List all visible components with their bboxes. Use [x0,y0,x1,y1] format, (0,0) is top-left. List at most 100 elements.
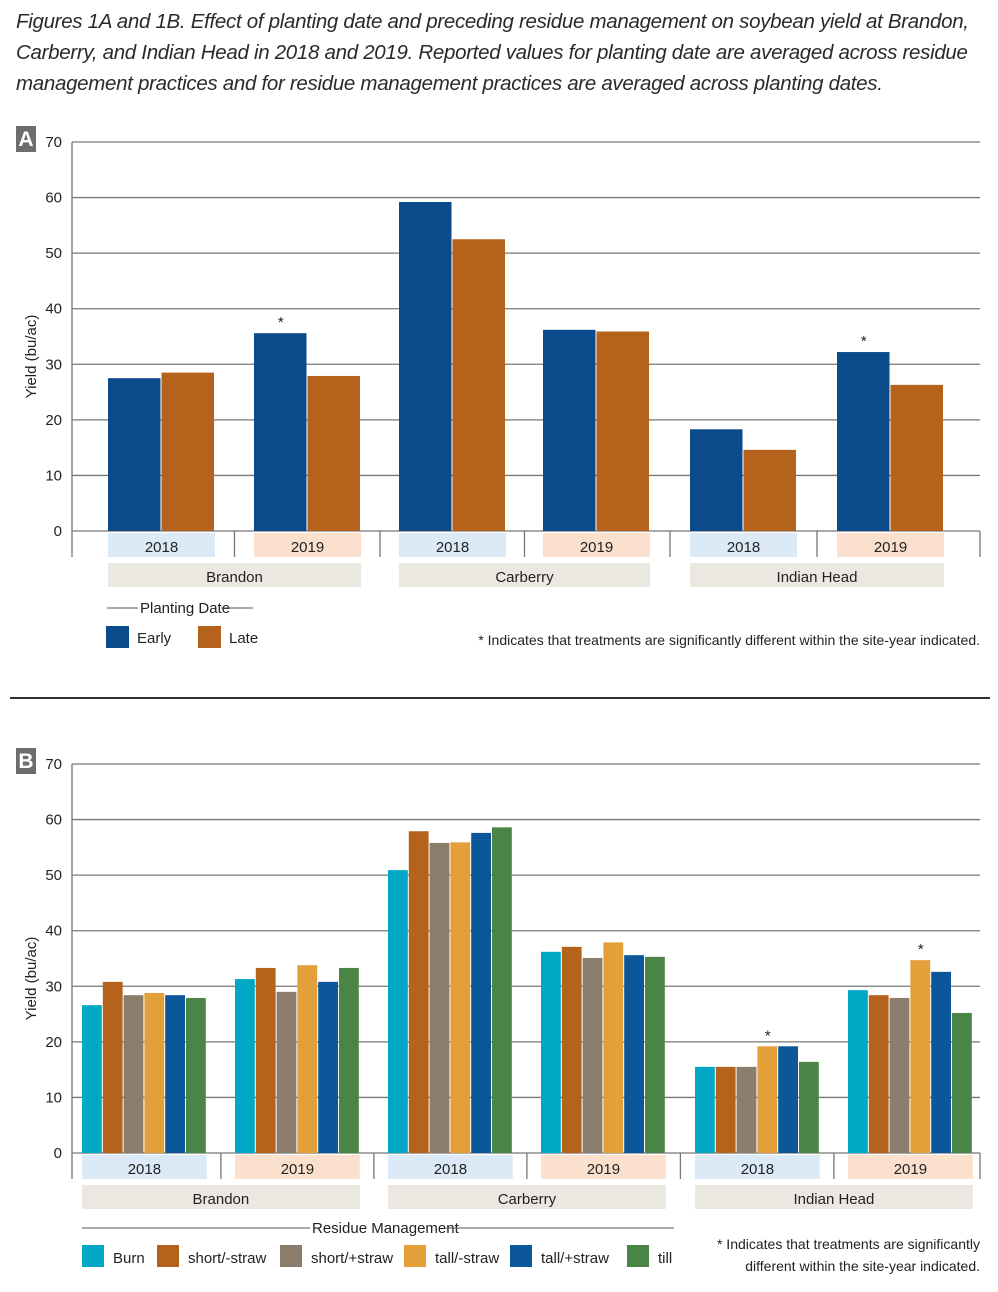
year-label: 2018 [434,1161,467,1178]
site-box [690,563,944,587]
year-box [690,533,797,557]
bar-early [543,329,596,531]
year-box [695,1155,820,1179]
legend-label: till [658,1250,672,1267]
site-label: Indian Head [793,1191,874,1208]
year-label: 2018 [741,1161,774,1178]
significance-note-line: different within the site-year indicated… [745,1258,980,1274]
bar-till [952,1012,972,1153]
year-box [848,1155,973,1179]
y-tick-label: 50 [45,245,62,262]
bar-short-straw [715,1066,736,1153]
bar-tall-straw [778,1046,798,1153]
legend-label: Burn [113,1250,145,1267]
y-tick-label: 60 [45,812,62,829]
bar-tall-straw [603,942,624,1153]
bar-short-straw [429,842,450,1153]
legend-label: Early [137,630,172,647]
site-label: Brandon [193,1191,250,1208]
significance-asterisk: * [918,941,924,958]
year-box [388,1155,513,1179]
panel-label: A [18,128,33,151]
bar-short-straw [868,995,889,1153]
legend-swatch-tall-straw [510,1245,532,1267]
bar-late [596,331,649,531]
y-tick-label: 50 [45,867,62,884]
year-box [543,533,650,557]
significance-asterisk: * [278,314,284,331]
bar-tall-straw [318,981,338,1153]
bar-short-straw [276,991,297,1153]
legend-swatch-tall-straw [404,1245,426,1267]
bar-late [743,449,796,531]
bar-short-straw [736,1066,757,1153]
bar-early [399,202,452,531]
bar-till [186,997,206,1153]
legend-label: tall/+straw [541,1250,609,1267]
site-label: Indian Head [777,569,858,586]
y-tick-label: 0 [54,1145,62,1162]
bar-till [645,956,665,1153]
y-tick-label: 20 [45,1034,62,1051]
site-box [695,1185,973,1209]
y-tick-label: 20 [45,412,62,429]
bar-burn [695,1066,715,1153]
bar-till [799,1061,819,1153]
bar-short-straw [123,995,144,1153]
legend-swatch-late [198,626,221,648]
y-tick-label: 70 [45,756,62,773]
legend-label: tall/-straw [435,1250,499,1267]
panel-label: B [18,750,33,773]
significance-note: * Indicates that treatments are signific… [478,632,980,648]
bar-short-straw [255,967,276,1153]
bar-tall-straw [624,955,644,1153]
year-label: 2018 [145,539,178,556]
legend-swatch-short-straw [157,1245,179,1267]
y-tick-label: 10 [45,467,62,484]
legend-title: Planting Date [140,600,230,617]
site-label: Carberry [495,569,554,586]
bar-late [307,375,360,531]
y-tick-label: 30 [45,356,62,373]
year-box [254,533,361,557]
significance-asterisk: * [765,1027,771,1044]
bar-late [161,372,214,531]
year-label: 2018 [128,1161,161,1178]
legend-swatch-early [106,626,129,648]
figure-caption: Figures 1A and 1B. Effect of planting da… [16,10,969,95]
panel-label-box [16,126,36,152]
bar-early [108,378,161,531]
year-label: 2019 [874,539,907,556]
bar-late [890,384,943,531]
bar-burn [82,1005,102,1153]
bar-short-straw [889,997,910,1153]
bar-tall-straw [144,992,165,1153]
bar-burn [235,979,255,1153]
y-axis-label: Yield (bu/ac) [23,937,40,1021]
year-box [82,1155,207,1179]
bar-till [492,827,512,1153]
bar-short-straw [582,957,603,1153]
legend-label: short/-straw [188,1250,267,1267]
year-box [541,1155,666,1179]
bar-short-straw [102,981,123,1153]
legend-label: Late [229,630,258,647]
significance-note-line: * Indicates that treatments are signific… [717,1236,980,1252]
year-label: 2019 [894,1161,927,1178]
y-tick-label: 70 [45,134,62,151]
year-label: 2019 [580,539,613,556]
legend-swatch-burn [82,1245,104,1267]
year-box [399,533,506,557]
year-label: 2018 [436,539,469,556]
legend-label: short/+straw [311,1250,393,1267]
bar-short-straw [408,831,429,1153]
bar-tall-straw [297,965,318,1153]
bar-burn [541,951,561,1153]
site-box [399,563,650,587]
bar-early [254,333,307,531]
year-label: 2019 [587,1161,620,1178]
legend-title: Residue Management [312,1220,460,1237]
legend-swatch-short-straw [280,1245,302,1267]
